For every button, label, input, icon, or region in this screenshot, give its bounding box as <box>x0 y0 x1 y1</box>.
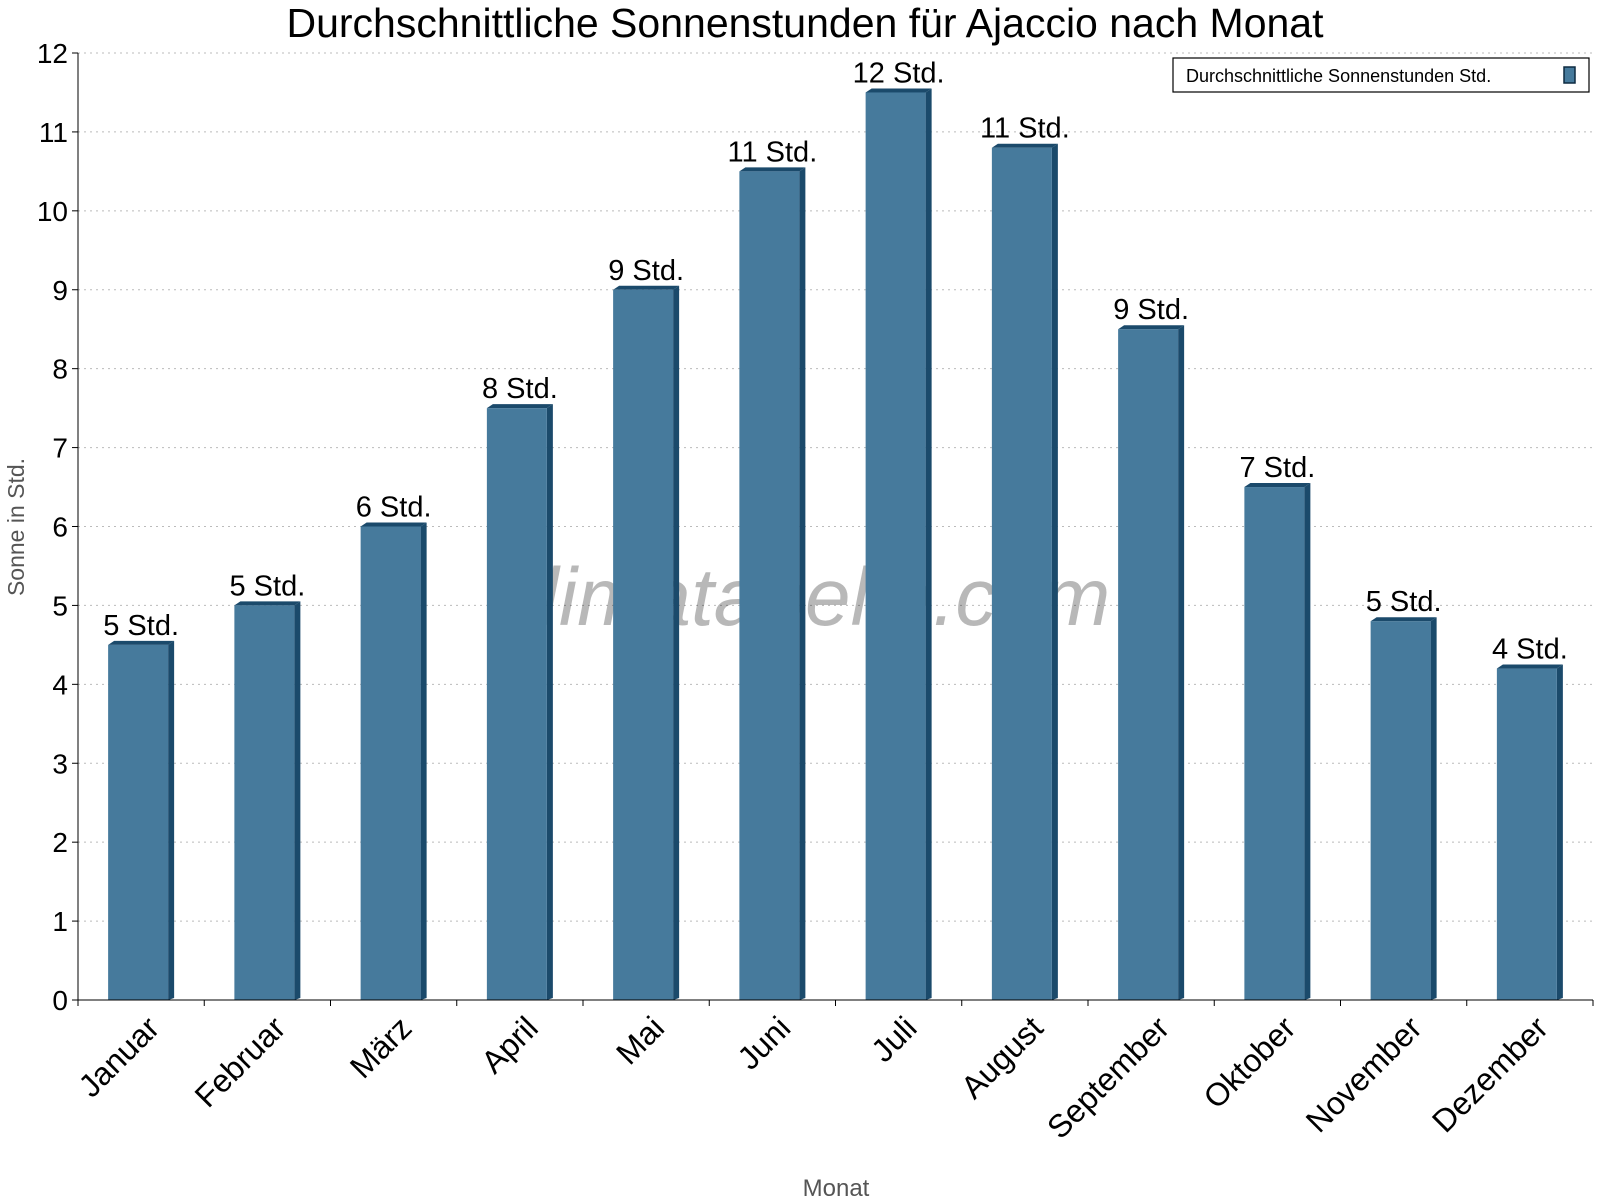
x-tick-label: Oktober <box>1196 1009 1302 1115</box>
bar <box>613 289 674 1000</box>
legend-box <box>1172 57 1590 93</box>
data-label: 6 Std. <box>356 492 432 524</box>
data-label: 9 Std. <box>608 255 684 287</box>
legend-label: Durchschnittliche Sonnenstunden Std. <box>1186 66 1491 86</box>
x-tick-label: März <box>343 1009 419 1085</box>
y-tick-label: 10 <box>37 196 68 227</box>
y-tick-label: 5 <box>52 590 68 621</box>
bar-top <box>739 167 806 172</box>
bar <box>360 526 421 1000</box>
bar-side <box>546 404 553 1000</box>
data-label: 11 Std. <box>728 136 818 168</box>
bar-dezember <box>1496 664 1563 1000</box>
chart-title: Durchschnittliche Sonnenstunden für Ajac… <box>286 0 1324 46</box>
bar <box>108 644 169 1000</box>
bars: 5 Std. 5 Std. 6 Std. 8 Std. 9 Std. 11 Std. 12 … <box>103 57 1568 1001</box>
x-tick-label: Juli <box>864 1009 923 1068</box>
bar-side <box>1556 664 1563 1000</box>
x-tick-label: Juni <box>730 1009 797 1076</box>
data-label: 5 Std. <box>1366 586 1442 618</box>
bar <box>234 605 295 1000</box>
gridlines <box>78 52 1593 922</box>
bar-side <box>168 640 175 1000</box>
bar-top <box>991 143 1058 148</box>
bar-side <box>420 522 427 1000</box>
data-label: 4 Std. <box>1492 634 1568 666</box>
bar-side <box>294 601 301 1000</box>
bar-august <box>991 143 1058 1000</box>
bar-mai <box>613 285 680 1000</box>
y-tick-label: 12 <box>37 38 68 69</box>
bar-juli <box>865 88 932 1001</box>
y-tick-label: 8 <box>52 354 68 385</box>
bar <box>991 147 1052 1000</box>
x-tick-label: April <box>474 1009 545 1080</box>
x-tick-label: Dezember <box>1425 1009 1555 1139</box>
bar <box>1370 621 1431 1000</box>
y-tick-label: 7 <box>52 433 68 464</box>
bar-september <box>1118 325 1185 1000</box>
data-label: 12 Std. <box>853 57 945 89</box>
bar-top <box>360 522 427 527</box>
bar-top <box>1496 664 1563 669</box>
data-label: 11 Std. <box>980 113 1070 145</box>
x-tick-label: September <box>1040 1009 1176 1145</box>
x-tick-label: August <box>954 1009 1050 1105</box>
data-label: 9 Std. <box>1113 294 1189 326</box>
bar-januar <box>108 640 175 1000</box>
bar-top <box>865 88 932 93</box>
bar <box>739 171 800 1000</box>
bar-top <box>1244 483 1311 488</box>
bar-top <box>613 285 680 290</box>
legend: Durchschnittliche Sonnenstunden Std. <box>1172 57 1590 93</box>
bar-side <box>1304 483 1311 1001</box>
y-tick-label: 4 <box>52 669 68 700</box>
bar-juni <box>739 167 806 1000</box>
x-tick-label: November <box>1299 1009 1429 1139</box>
legend-swatch <box>1563 66 1576 84</box>
bar-top <box>486 404 553 409</box>
bar-side <box>799 167 806 1000</box>
y-tick-label: 1 <box>52 906 68 937</box>
bar-top <box>1118 325 1185 330</box>
bar-side <box>925 88 932 1001</box>
bar-oktober <box>1244 483 1311 1001</box>
y-tick-label: 6 <box>52 512 68 543</box>
data-label: 5 Std. <box>229 570 305 602</box>
x-tick-label: Mai <box>609 1009 671 1071</box>
bar-november <box>1370 617 1437 1000</box>
x-tick-label: Februar <box>188 1009 293 1114</box>
y-tick-label: 11 <box>39 117 68 148</box>
data-label: 5 Std. <box>103 610 179 642</box>
bar-side <box>1178 325 1185 1000</box>
x-axis-title: Monat <box>803 1175 870 1200</box>
bar-april <box>486 404 553 1000</box>
y-axis-title: Sonne in Std. <box>3 458 29 596</box>
x-tick-label: Januar <box>71 1009 166 1104</box>
bar-side <box>1051 143 1058 1000</box>
bar <box>1118 329 1179 1000</box>
bar-februar <box>234 601 301 1000</box>
data-label: 8 Std. <box>482 373 558 405</box>
bar <box>1496 668 1557 1000</box>
y-tick-label: 2 <box>52 827 68 858</box>
bar-top <box>108 640 175 645</box>
bar <box>865 92 926 1001</box>
y-tick-label: 9 <box>52 275 68 306</box>
data-label: 7 Std. <box>1239 452 1315 484</box>
bar-top <box>1370 617 1437 622</box>
bar-märz <box>360 522 427 1000</box>
bar <box>1244 487 1305 1001</box>
bar-side <box>673 285 680 1000</box>
y-tick-label: 0 <box>52 985 68 1016</box>
y-tick-label: 3 <box>52 748 68 779</box>
bar-top <box>234 601 301 606</box>
bar <box>486 408 547 1000</box>
bar-side <box>1430 617 1437 1000</box>
